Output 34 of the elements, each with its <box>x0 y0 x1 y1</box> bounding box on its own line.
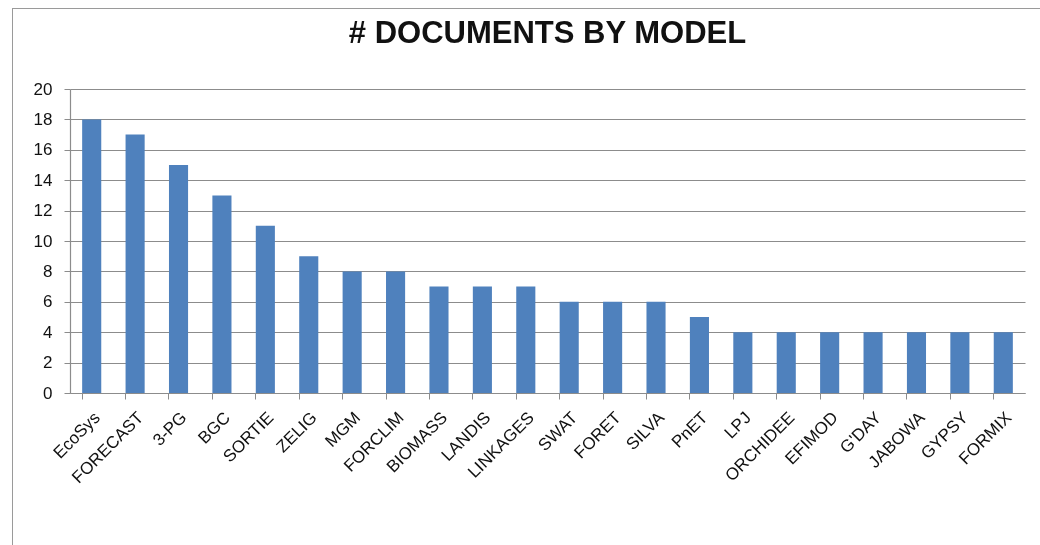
y-tick-label: 2 <box>43 353 53 373</box>
y-tick-label: 20 <box>33 79 53 99</box>
bar <box>516 286 536 393</box>
bar <box>168 165 189 393</box>
bar <box>863 332 883 393</box>
bar <box>820 332 840 393</box>
bar <box>386 271 406 393</box>
y-tick-label: 14 <box>33 170 53 190</box>
y-tick-label: 4 <box>43 322 53 342</box>
bar <box>299 256 319 393</box>
bar <box>689 317 709 393</box>
chart-title: # DOCUMENTS BY MODEL <box>348 15 747 50</box>
bar <box>906 332 927 393</box>
bar <box>993 332 1013 393</box>
bar <box>429 286 449 393</box>
bar <box>776 332 796 393</box>
bar <box>342 271 362 393</box>
y-tick-label: 16 <box>33 140 53 160</box>
bar <box>125 134 145 393</box>
bar <box>82 119 102 393</box>
y-tick-label: 0 <box>43 383 53 403</box>
y-tick-label: 8 <box>43 261 53 281</box>
y-tick-label: 6 <box>43 292 53 312</box>
bar <box>950 332 970 393</box>
bar <box>472 286 492 393</box>
bar <box>733 332 753 393</box>
bar <box>212 195 232 393</box>
bar <box>559 301 579 393</box>
bar <box>603 301 623 393</box>
y-tick-label: 12 <box>33 201 53 221</box>
bar <box>646 301 666 393</box>
y-tick-label: 18 <box>33 109 53 129</box>
bar <box>255 225 275 393</box>
y-tick-label: 10 <box>33 231 53 251</box>
